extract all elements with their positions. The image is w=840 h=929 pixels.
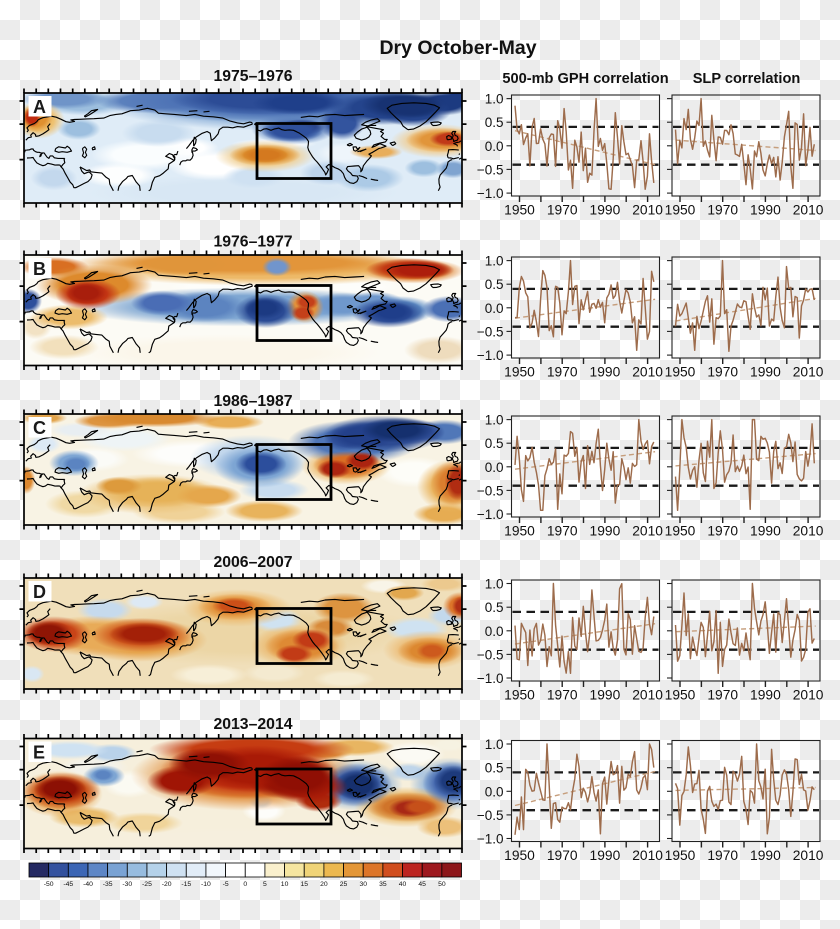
- svg-text:−1.0: −1.0: [477, 348, 504, 363]
- svg-text:1950: 1950: [665, 688, 696, 703]
- svg-text:B: B: [33, 259, 46, 279]
- svg-text:0.0: 0.0: [485, 139, 504, 154]
- svg-text:1990: 1990: [590, 365, 621, 380]
- svg-text:2010: 2010: [793, 688, 824, 703]
- svg-text:1990: 1990: [750, 688, 781, 703]
- svg-text:1990: 1990: [590, 203, 621, 218]
- svg-text:1990: 1990: [590, 524, 621, 539]
- svg-text:1970: 1970: [707, 848, 738, 863]
- svg-text:1990: 1990: [750, 524, 781, 539]
- svg-text:1.0: 1.0: [485, 737, 504, 752]
- svg-text:−1.0: −1.0: [477, 832, 504, 847]
- svg-text:−0.5: −0.5: [477, 808, 504, 823]
- svg-text:50: 50: [438, 881, 446, 888]
- svg-text:1970: 1970: [707, 365, 738, 380]
- svg-text:−0.5: −0.5: [477, 647, 504, 662]
- svg-text:1950: 1950: [504, 688, 535, 703]
- svg-text:10: 10: [281, 881, 289, 888]
- svg-text:0.5: 0.5: [485, 761, 504, 776]
- svg-text:0.0: 0.0: [485, 301, 504, 316]
- svg-text:-35: -35: [103, 881, 113, 888]
- svg-text:15: 15: [300, 881, 308, 888]
- svg-text:5: 5: [263, 881, 267, 888]
- svg-text:0.0: 0.0: [485, 624, 504, 639]
- svg-text:1950: 1950: [665, 848, 696, 863]
- svg-text:1990: 1990: [750, 203, 781, 218]
- svg-text:-30: -30: [122, 881, 132, 888]
- svg-text:-10: -10: [201, 881, 211, 888]
- svg-text:1950: 1950: [665, 203, 696, 218]
- svg-text:2010: 2010: [793, 203, 824, 218]
- svg-text:1970: 1970: [547, 365, 578, 380]
- svg-text:1950: 1950: [504, 524, 535, 539]
- svg-text:1970: 1970: [707, 688, 738, 703]
- svg-text:−0.5: −0.5: [477, 324, 504, 339]
- svg-text:2010: 2010: [632, 203, 663, 218]
- svg-text:-45: -45: [63, 881, 73, 888]
- svg-text:2010: 2010: [632, 365, 663, 380]
- svg-text:0.5: 0.5: [485, 600, 504, 615]
- svg-text:1975–1976: 1975–1976: [213, 68, 292, 85]
- svg-text:25: 25: [340, 881, 348, 888]
- svg-text:1950: 1950: [665, 365, 696, 380]
- svg-text:2013–2014: 2013–2014: [213, 716, 292, 733]
- svg-text:2010: 2010: [632, 848, 663, 863]
- svg-text:1950: 1950: [504, 203, 535, 218]
- svg-text:1.0: 1.0: [485, 413, 504, 428]
- svg-text:2010: 2010: [632, 524, 663, 539]
- svg-text:1.0: 1.0: [485, 92, 504, 107]
- svg-text:35: 35: [379, 881, 387, 888]
- svg-text:40: 40: [399, 881, 407, 888]
- svg-text:1970: 1970: [547, 848, 578, 863]
- svg-text:A: A: [33, 97, 46, 117]
- svg-text:1950: 1950: [504, 365, 535, 380]
- svg-text:−1.0: −1.0: [477, 507, 504, 522]
- svg-text:-20: -20: [162, 881, 172, 888]
- svg-text:0.5: 0.5: [485, 115, 504, 130]
- svg-text:-50: -50: [44, 881, 54, 888]
- svg-text:−1.0: −1.0: [477, 186, 504, 201]
- svg-text:-40: -40: [83, 881, 93, 888]
- svg-text:20: 20: [320, 881, 328, 888]
- svg-text:0.5: 0.5: [485, 277, 504, 292]
- svg-text:E: E: [33, 743, 45, 763]
- svg-text:45: 45: [418, 881, 426, 888]
- svg-text:1990: 1990: [590, 848, 621, 863]
- svg-text:−0.5: −0.5: [477, 162, 504, 177]
- svg-text:SLP correlation: SLP correlation: [693, 71, 801, 87]
- svg-text:Dry October-May: Dry October-May: [379, 37, 536, 59]
- svg-text:1970: 1970: [547, 203, 578, 218]
- svg-text:2010: 2010: [793, 365, 824, 380]
- svg-text:−1.0: −1.0: [477, 671, 504, 686]
- svg-text:2010: 2010: [793, 848, 824, 863]
- svg-text:0: 0: [243, 881, 247, 888]
- svg-text:1990: 1990: [590, 688, 621, 703]
- svg-text:-15: -15: [181, 881, 191, 888]
- svg-text:1.0: 1.0: [485, 577, 504, 592]
- svg-text:1970: 1970: [547, 524, 578, 539]
- svg-text:1950: 1950: [504, 848, 535, 863]
- svg-text:0.0: 0.0: [485, 460, 504, 475]
- svg-text:500-mb GPH correlation: 500-mb GPH correlation: [502, 71, 668, 87]
- svg-text:C: C: [33, 418, 46, 438]
- svg-text:2010: 2010: [632, 688, 663, 703]
- svg-text:0.0: 0.0: [485, 784, 504, 799]
- svg-text:1990: 1990: [750, 365, 781, 380]
- svg-text:D: D: [33, 582, 46, 602]
- svg-text:1970: 1970: [707, 203, 738, 218]
- svg-text:1.0: 1.0: [485, 254, 504, 269]
- svg-text:2006–2007: 2006–2007: [213, 554, 292, 571]
- svg-text:1970: 1970: [707, 524, 738, 539]
- svg-text:1950: 1950: [665, 524, 696, 539]
- svg-text:1990: 1990: [750, 848, 781, 863]
- svg-text:1986–1987: 1986–1987: [213, 393, 292, 410]
- svg-text:-25: -25: [142, 881, 152, 888]
- svg-text:1970: 1970: [547, 688, 578, 703]
- svg-text:-5: -5: [223, 881, 229, 888]
- svg-text:0.5: 0.5: [485, 436, 504, 451]
- svg-text:−0.5: −0.5: [477, 483, 504, 498]
- svg-text:1976–1977: 1976–1977: [213, 234, 292, 251]
- svg-text:30: 30: [359, 881, 367, 888]
- svg-text:2010: 2010: [793, 524, 824, 539]
